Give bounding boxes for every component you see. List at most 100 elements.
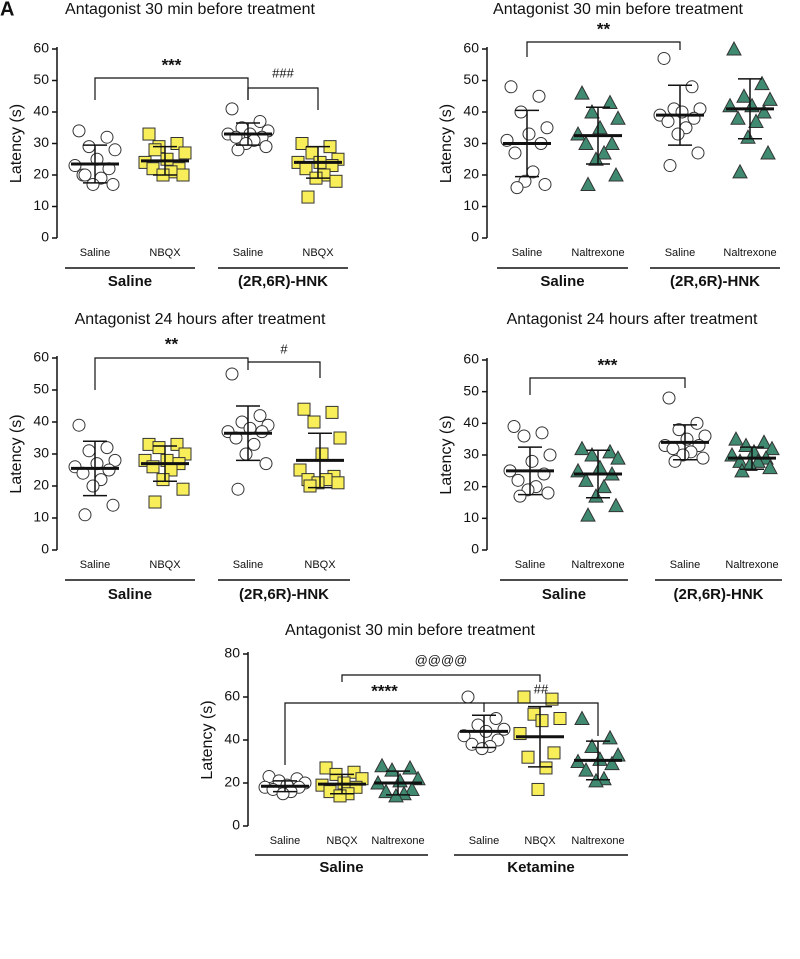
data-point — [513, 489, 527, 503]
y-tick-label: 60 — [33, 40, 49, 56]
data-point — [604, 135, 620, 150]
data-point — [726, 40, 742, 56]
data-point — [102, 463, 116, 477]
data-point — [510, 181, 524, 195]
group-label: Saline — [540, 273, 584, 290]
data-point — [596, 144, 612, 160]
y-axis-label: Latency (s) — [8, 414, 25, 493]
data-point — [584, 446, 600, 462]
significance-label: @@@@ — [415, 652, 468, 667]
data-point — [531, 782, 545, 796]
data-point — [602, 94, 618, 110]
significance-label: *** — [598, 355, 618, 374]
y-tick-label: 0 — [471, 541, 479, 557]
data-point — [532, 89, 546, 103]
y-tick-label: 0 — [41, 541, 49, 557]
data-point — [329, 174, 343, 188]
group-label: Saline — [108, 273, 152, 290]
data-point — [301, 190, 315, 204]
category-label: Saline — [233, 559, 264, 571]
category-label: Saline — [80, 559, 111, 571]
category-label: Naltrexone — [571, 559, 624, 571]
significance-label: **** — [371, 681, 398, 700]
data-point — [661, 114, 675, 128]
data-point — [255, 425, 269, 439]
data-point — [604, 755, 620, 771]
group-label: (2R,6R)-HNK — [239, 586, 329, 603]
y-tick-label: 10 — [463, 197, 479, 213]
data-point — [106, 177, 120, 191]
y-tick-label: 40 — [33, 413, 49, 429]
data-point — [82, 444, 96, 458]
chart-title: Antagonist 30 min before treatment — [285, 622, 535, 639]
group-label: Saline — [319, 859, 363, 876]
data-point — [148, 495, 162, 509]
category-label: Saline — [80, 247, 111, 259]
data-point — [293, 463, 307, 477]
data-point — [170, 437, 184, 451]
y-tick-label: 50 — [33, 381, 49, 397]
data-point — [152, 441, 166, 455]
data-point — [142, 127, 156, 141]
significance-bracket — [341, 674, 541, 682]
significance-label: ** — [597, 19, 611, 38]
data-point — [610, 450, 626, 465]
data-point — [578, 135, 594, 150]
y-tick-label: 20 — [463, 477, 479, 493]
data-point — [374, 757, 390, 773]
data-point — [578, 472, 594, 487]
data-point — [297, 402, 311, 416]
category-label: Saline — [665, 247, 696, 259]
data-point — [578, 762, 594, 777]
data-point — [547, 746, 561, 760]
category-label: Naltrexone — [571, 835, 624, 847]
data-point — [574, 440, 590, 456]
data-point — [86, 177, 100, 191]
data-point — [497, 722, 511, 736]
category-label: NBQX — [524, 835, 556, 847]
y-tick-label: 10 — [33, 509, 49, 525]
data-point — [331, 476, 345, 490]
data-point — [72, 418, 86, 432]
significance-bracket — [94, 77, 249, 100]
category-label: Naltrexone — [723, 247, 776, 259]
data-point — [231, 482, 245, 496]
data-point — [176, 482, 190, 496]
y-tick-label: 40 — [463, 103, 479, 119]
y-tick-label: 40 — [33, 103, 49, 119]
category-label: NBQX — [304, 559, 336, 571]
data-point — [762, 91, 778, 106]
data-point — [507, 420, 521, 433]
data-point — [728, 431, 744, 446]
significance-label: *** — [162, 55, 182, 74]
data-point — [545, 692, 559, 706]
data-point — [580, 176, 596, 191]
data-point — [691, 146, 705, 160]
data-point — [736, 88, 752, 103]
data-point — [489, 712, 503, 725]
data-point — [588, 488, 604, 503]
y-tick-label: 50 — [33, 71, 49, 87]
data-point — [100, 130, 114, 144]
data-point — [592, 751, 608, 766]
y-axis-label: Latency (s) — [199, 700, 216, 779]
y-tick-label: 50 — [463, 71, 479, 87]
data-point — [584, 738, 600, 753]
y-tick-label: 20 — [33, 166, 49, 182]
data-point — [108, 143, 122, 157]
y-axis-label: Latency (s) — [438, 415, 455, 494]
data-point — [750, 453, 766, 468]
group-label: Saline — [542, 586, 586, 603]
data-point — [239, 447, 253, 461]
category-label: Naltrexone — [725, 559, 778, 571]
data-point — [730, 110, 746, 125]
data-point — [748, 113, 764, 128]
data-point — [732, 163, 748, 179]
data-point — [106, 498, 120, 512]
y-tick-label: 0 — [232, 817, 240, 833]
y-tick-label: 40 — [224, 731, 240, 747]
data-point — [570, 125, 586, 141]
data-point — [253, 114, 267, 128]
y-axis-label: Latency (s) — [438, 104, 455, 183]
data-point — [475, 742, 489, 756]
